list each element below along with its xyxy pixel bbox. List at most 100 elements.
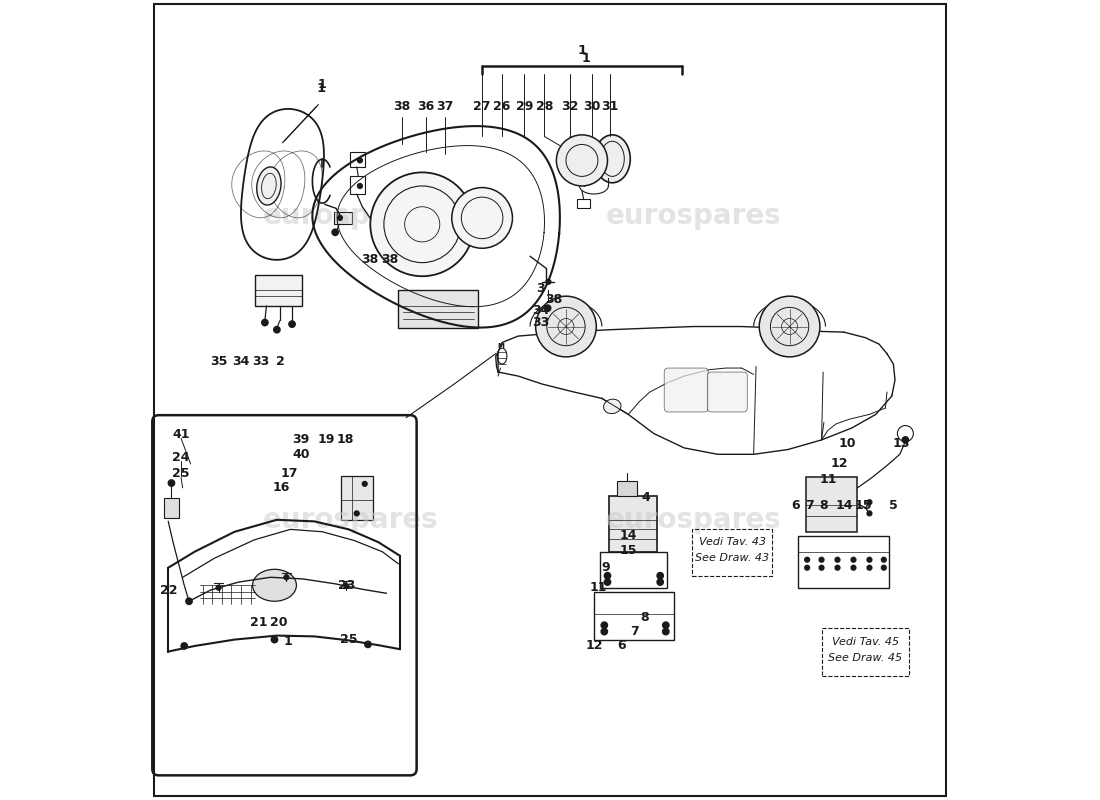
Text: 9: 9: [602, 562, 610, 574]
Text: 8: 8: [820, 499, 828, 512]
Circle shape: [881, 558, 887, 562]
Circle shape: [851, 558, 856, 562]
Circle shape: [274, 326, 280, 333]
Circle shape: [557, 135, 607, 186]
Circle shape: [371, 172, 474, 276]
Text: See Draw. 45: See Draw. 45: [828, 653, 902, 663]
Ellipse shape: [256, 167, 280, 205]
Circle shape: [662, 622, 669, 629]
Text: 8: 8: [640, 610, 649, 624]
Text: 26: 26: [494, 100, 510, 113]
Ellipse shape: [604, 399, 622, 414]
Text: 38: 38: [382, 253, 399, 266]
Text: 10: 10: [838, 438, 856, 450]
Circle shape: [601, 629, 607, 634]
Circle shape: [358, 183, 362, 188]
Circle shape: [182, 642, 187, 649]
Circle shape: [284, 575, 289, 580]
Text: 12: 12: [830, 458, 848, 470]
Text: See Draw. 43: See Draw. 43: [695, 553, 769, 563]
Text: 12: 12: [585, 638, 603, 652]
FancyBboxPatch shape: [334, 212, 352, 224]
Text: 1: 1: [284, 634, 293, 648]
Circle shape: [662, 629, 669, 634]
Text: 28: 28: [536, 100, 553, 113]
Text: 19: 19: [318, 434, 336, 446]
Circle shape: [835, 558, 840, 562]
Circle shape: [168, 480, 175, 486]
Circle shape: [820, 558, 824, 562]
Text: 38: 38: [546, 293, 562, 306]
Text: 14: 14: [619, 530, 637, 542]
Text: 23: 23: [338, 578, 355, 592]
Circle shape: [354, 511, 359, 516]
Circle shape: [759, 296, 820, 357]
FancyBboxPatch shape: [254, 275, 303, 306]
FancyBboxPatch shape: [805, 478, 858, 532]
FancyBboxPatch shape: [609, 496, 657, 552]
Text: 5: 5: [889, 499, 898, 512]
Text: eurospares: eurospares: [606, 202, 782, 230]
Circle shape: [805, 566, 810, 570]
Text: 4: 4: [641, 491, 650, 504]
Ellipse shape: [594, 135, 630, 182]
Text: 31: 31: [602, 100, 618, 113]
Text: 27: 27: [473, 100, 491, 113]
Circle shape: [338, 215, 342, 220]
Text: eurospares: eurospares: [263, 202, 438, 230]
FancyBboxPatch shape: [617, 482, 637, 496]
Text: 37: 37: [436, 100, 453, 113]
Text: 15: 15: [855, 499, 872, 512]
Text: 14: 14: [835, 499, 852, 512]
Text: 24: 24: [173, 451, 190, 464]
Text: 11: 11: [590, 581, 607, 594]
Circle shape: [289, 321, 295, 327]
Circle shape: [867, 511, 872, 516]
Text: 1: 1: [578, 44, 586, 57]
Circle shape: [805, 558, 810, 562]
Circle shape: [604, 573, 611, 579]
Text: 25: 25: [340, 633, 358, 646]
Text: M: M: [497, 342, 504, 349]
Circle shape: [186, 598, 192, 605]
Circle shape: [657, 579, 663, 586]
Text: 34: 34: [531, 304, 549, 317]
Text: 33: 33: [252, 355, 270, 368]
Text: 25: 25: [173, 467, 190, 480]
Text: 13: 13: [893, 438, 910, 450]
Circle shape: [217, 586, 221, 590]
Circle shape: [881, 566, 887, 570]
Text: eurospares: eurospares: [606, 506, 782, 534]
Circle shape: [867, 558, 872, 562]
Circle shape: [262, 319, 268, 326]
Text: 6: 6: [617, 638, 626, 652]
Text: 21: 21: [250, 615, 267, 629]
Text: 30: 30: [584, 100, 601, 113]
Text: 7: 7: [630, 625, 639, 638]
FancyBboxPatch shape: [398, 290, 478, 328]
Circle shape: [544, 305, 551, 311]
Circle shape: [601, 622, 607, 629]
Text: 1: 1: [316, 82, 326, 95]
Text: 38: 38: [394, 100, 411, 113]
Text: 15: 15: [619, 544, 637, 557]
Text: 16: 16: [272, 482, 289, 494]
Text: 1: 1: [582, 52, 591, 65]
Text: 39: 39: [293, 434, 309, 446]
FancyBboxPatch shape: [707, 372, 747, 412]
Circle shape: [604, 579, 611, 586]
Text: 3: 3: [536, 282, 544, 294]
Circle shape: [452, 187, 513, 248]
FancyBboxPatch shape: [164, 498, 178, 518]
Text: 33: 33: [531, 316, 549, 329]
Circle shape: [657, 573, 663, 579]
Ellipse shape: [253, 570, 296, 602]
Text: 32: 32: [561, 100, 579, 113]
Circle shape: [546, 279, 551, 284]
Text: 20: 20: [270, 615, 287, 629]
Text: Vedi Tav. 43: Vedi Tav. 43: [698, 537, 766, 547]
Circle shape: [362, 482, 367, 486]
Text: 34: 34: [232, 355, 250, 368]
Text: 40: 40: [293, 448, 309, 461]
Circle shape: [272, 636, 277, 642]
